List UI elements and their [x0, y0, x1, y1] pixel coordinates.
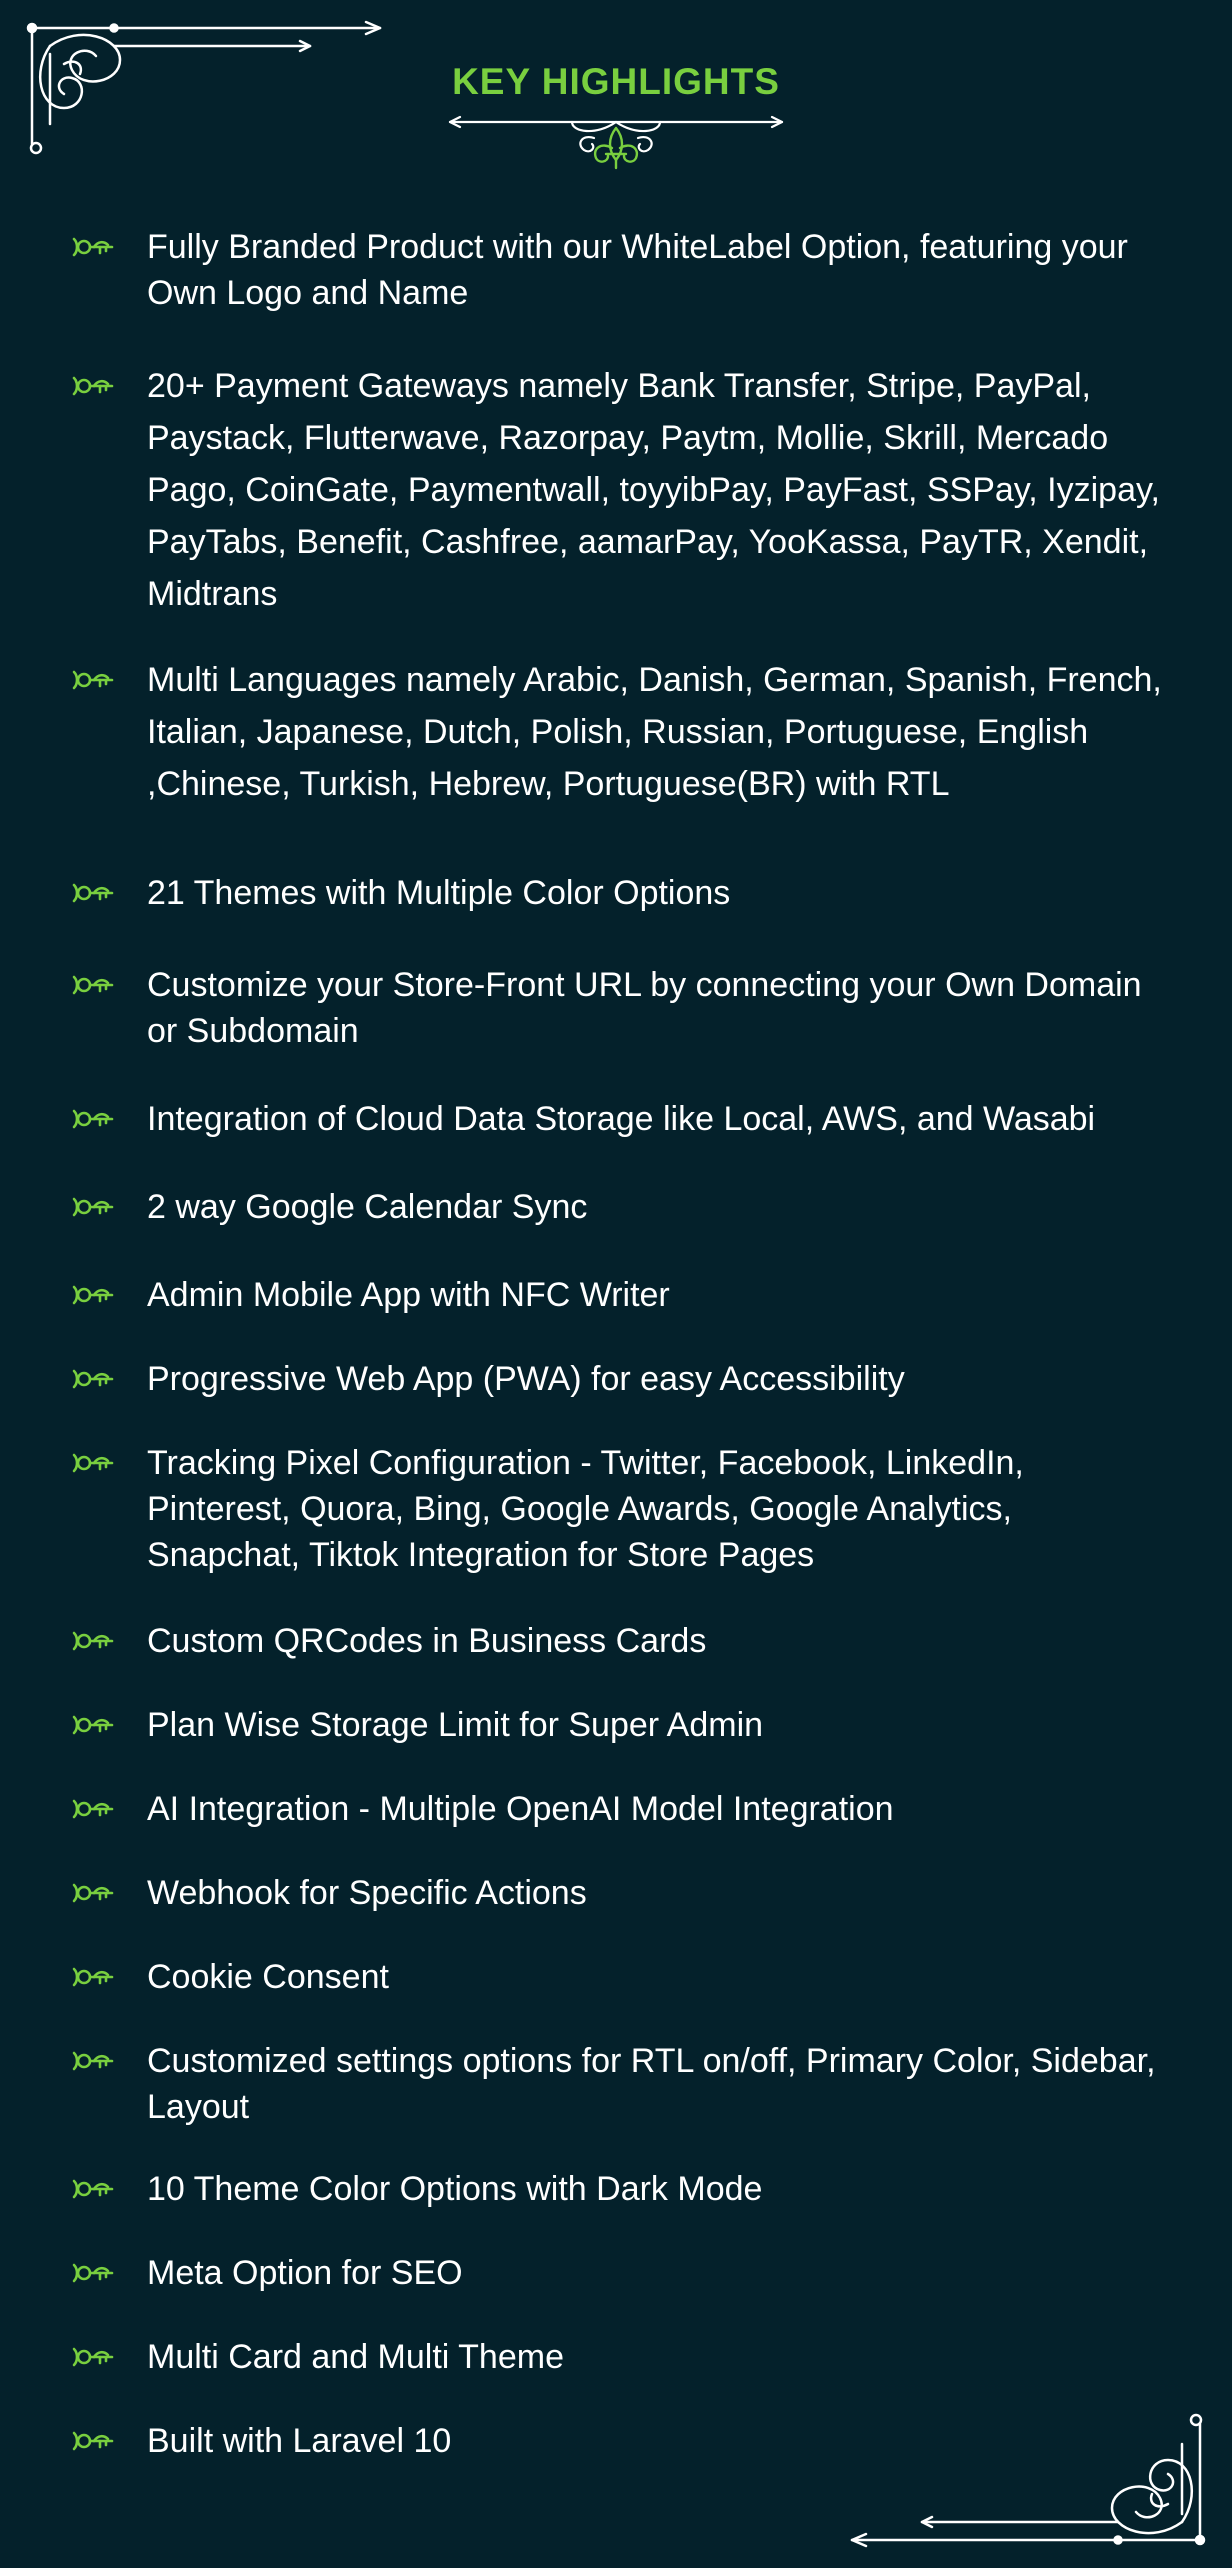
key-bullet-icon — [72, 237, 114, 257]
key-bullet-icon — [72, 1197, 114, 1217]
highlight-text: Meta Option for SEO — [147, 2254, 463, 2292]
highlight-text: Tracking Pixel Configuration - Twitter, … — [147, 1444, 1024, 1574]
key-bullet-icon — [72, 1799, 114, 1819]
highlight-text: Fully Branded Product with our WhiteLabe… — [147, 228, 1128, 312]
key-bullet-icon — [72, 1109, 114, 1129]
key-bullet-icon — [72, 670, 114, 690]
key-bullet-icon — [72, 1453, 114, 1473]
highlight-text: Customize your Store-Front URL by connec… — [147, 966, 1142, 1050]
key-bullet-icon — [72, 2347, 114, 2367]
key-bullet-icon — [72, 1883, 114, 1903]
highlight-text: Plan Wise Storage Limit for Super Admin — [147, 1706, 764, 1744]
highlight-text: 20+ Payment Gateways namely Bank Transfe… — [147, 367, 1160, 613]
highlight-text: AI Integration - Multiple OpenAI Model I… — [147, 1790, 894, 1828]
key-bullet-icon — [72, 883, 114, 903]
key-bullet-icon — [72, 376, 114, 396]
highlight-text: 2 way Google Calendar Sync — [147, 1188, 588, 1226]
highlight-text: Customized settings options for RTL on/o… — [147, 2042, 1156, 2126]
key-bullet-icon — [72, 2263, 114, 2283]
key-bullet-icon — [72, 1967, 114, 1987]
highlight-text: 21 Themes with Multiple Color Options — [147, 874, 731, 912]
highlight-text: 10 Theme Color Options with Dark Mode — [147, 2170, 763, 2208]
fleur-de-lis-divider-icon — [448, 115, 784, 170]
header: KEY HIGHLIGHTS — [0, 56, 1232, 172]
key-bullet-icon — [72, 1369, 114, 1389]
page-title: KEY HIGHLIGHTS — [452, 61, 780, 102]
corner-flourish-icon — [850, 2413, 1206, 2548]
key-bullet-icon — [72, 1715, 114, 1735]
highlight-text: Multi Languages namely Arabic, Danish, G… — [147, 661, 1162, 803]
highlight-text: Webhook for Specific Actions — [147, 1874, 587, 1912]
highlight-text: Multi Card and Multi Theme — [147, 2338, 564, 2376]
key-bullet-icon — [72, 975, 114, 995]
highlight-text: Built with Laravel 10 — [147, 2422, 452, 2460]
highlight-text: Admin Mobile App with NFC Writer — [147, 1276, 670, 1314]
highlight-text: Progressive Web App (PWA) for easy Acces… — [147, 1360, 905, 1398]
key-bullet-icon — [72, 2431, 114, 2451]
highlight-text: Cookie Consent — [147, 1958, 389, 1996]
key-bullet-icon — [72, 1631, 114, 1651]
key-bullet-icon — [72, 2051, 114, 2071]
highlight-text: Integration of Cloud Data Storage like L… — [147, 1100, 1096, 1138]
corner-flourish-icon — [26, 20, 382, 155]
key-bullet-icon — [72, 2179, 114, 2199]
key-bullet-icon — [72, 1285, 114, 1305]
highlight-text: Custom QRCodes in Business Cards — [147, 1622, 707, 1660]
